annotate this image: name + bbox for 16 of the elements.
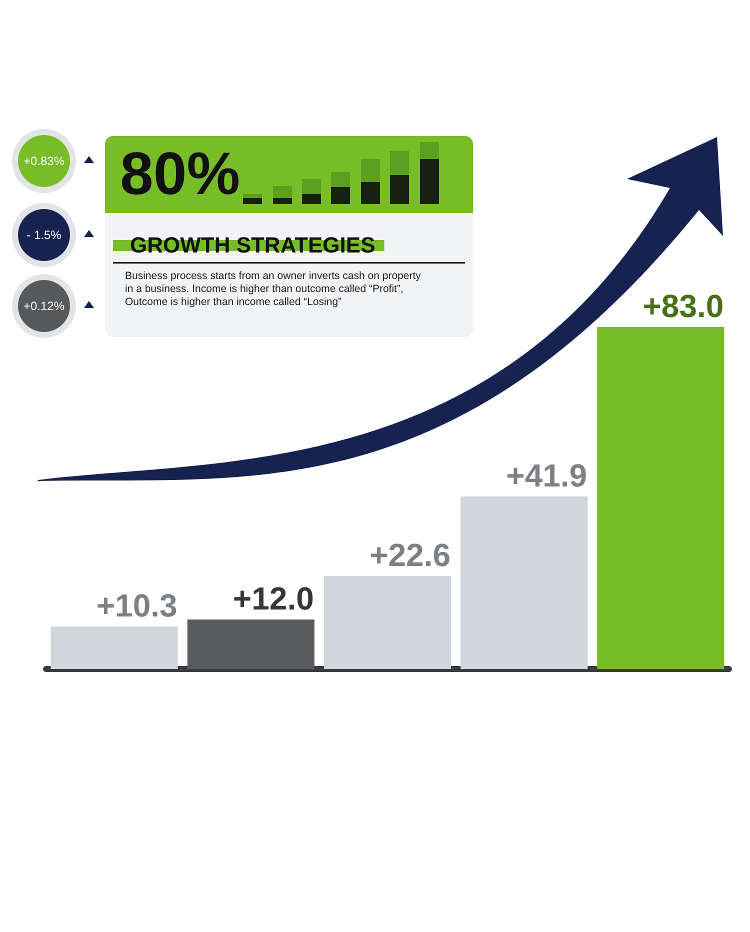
text: - 1.5% bbox=[26, 228, 62, 242]
data-label: +41.9 bbox=[506, 457, 588, 494]
bar bbox=[50, 626, 178, 669]
data-label: +83.0 bbox=[642, 288, 724, 324]
data-label: +22.6 bbox=[370, 536, 450, 573]
chart-title: GROWTH STRATEGIES bbox=[130, 232, 376, 258]
text: +0.12% bbox=[23, 299, 65, 313]
text: Business process starts from an owner inverts cash on property in a business. Income is higher than outcome called “Profit”, Outcome is higher than income called “Losing” bbox=[125, 270, 422, 309]
text: 80% bbox=[120, 140, 240, 207]
data-label: +10.3 bbox=[96, 588, 178, 624]
bar bbox=[324, 576, 452, 669]
text: +0.83% bbox=[23, 154, 65, 168]
bar bbox=[597, 327, 724, 669]
bar bbox=[187, 620, 314, 669]
data-label: +12.0 bbox=[232, 580, 314, 617]
bar bbox=[460, 496, 588, 669]
